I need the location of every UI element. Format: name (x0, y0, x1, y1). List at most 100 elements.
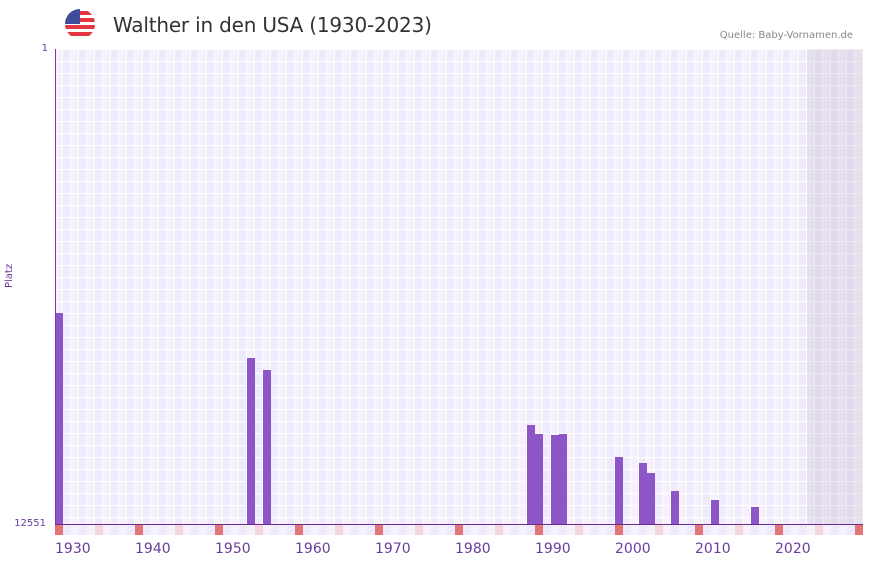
grid-cell (463, 386, 470, 397)
grid-cell (95, 242, 102, 253)
grid-cell (583, 446, 590, 457)
grid-cell (295, 482, 302, 493)
grid-cell (663, 506, 670, 517)
grid-cell (255, 482, 262, 493)
grid-cell (831, 110, 838, 121)
grid-cell (711, 62, 718, 73)
grid-cell (719, 326, 726, 337)
bar-1954[interactable] (247, 357, 255, 524)
grid-cell (287, 470, 294, 481)
year-marker (327, 525, 335, 535)
grid-cell (375, 386, 382, 397)
bar-1989[interactable] (527, 424, 535, 524)
grid-cell (743, 458, 750, 469)
grid-cell (239, 398, 246, 409)
grid-cell (815, 338, 822, 349)
grid-cell (303, 434, 310, 445)
grid-cell (295, 350, 302, 361)
grid-cell (839, 494, 846, 505)
grid-cell (95, 434, 102, 445)
grid-cell (191, 170, 198, 181)
grid-cell (711, 410, 718, 421)
bar-1930[interactable] (55, 312, 63, 524)
grid-cell (375, 362, 382, 373)
grid-column (719, 49, 727, 524)
grid-cell (279, 134, 286, 145)
grid-cell (655, 410, 662, 421)
grid-cell (415, 110, 422, 121)
grid-cell (623, 134, 630, 145)
grid-cell (575, 50, 582, 61)
grid-cell (591, 158, 598, 169)
grid-cell (399, 62, 406, 73)
grid-cell (247, 218, 254, 229)
grid-cell (343, 278, 350, 289)
grid-cell (735, 470, 742, 481)
grid-cell (103, 518, 110, 524)
grid-cell (159, 458, 166, 469)
bar-2007[interactable] (671, 490, 679, 524)
grid-cell (527, 170, 534, 181)
grid-cell (79, 410, 86, 421)
bar-2003[interactable] (639, 462, 647, 524)
grid-cell (479, 446, 486, 457)
grid-cell (687, 86, 694, 97)
grid-cell (639, 422, 646, 433)
grid-cell (799, 434, 806, 445)
grid-cell (359, 170, 366, 181)
grid-cell (175, 362, 182, 373)
bar-1992[interactable] (551, 434, 559, 524)
grid-cell (511, 482, 518, 493)
grid-cell (495, 446, 502, 457)
grid-cell (71, 458, 78, 469)
grid-cell (663, 110, 670, 121)
grid-cell (287, 50, 294, 61)
grid-cell (567, 290, 574, 301)
grid-cell (447, 266, 454, 277)
bar-1956[interactable] (263, 369, 271, 524)
grid-cell (287, 458, 294, 469)
grid-cell (375, 98, 382, 109)
bar-1993[interactable] (559, 433, 567, 524)
grid-cell (839, 170, 846, 181)
grid-cell (255, 302, 262, 313)
grid-cell (727, 230, 734, 241)
grid-cell (327, 518, 334, 524)
grid-cell (55, 194, 62, 205)
grid-cell (799, 314, 806, 325)
bar-1990[interactable] (535, 433, 543, 524)
grid-cell (191, 338, 198, 349)
grid-cell (735, 458, 742, 469)
grid-cell (191, 74, 198, 85)
grid-cell (319, 74, 326, 85)
grid-column (279, 49, 287, 524)
grid-cell (831, 98, 838, 109)
grid-cell (535, 338, 542, 349)
grid-cell (87, 206, 94, 217)
grid-cell (111, 518, 118, 524)
grid-cell (759, 398, 766, 409)
grid-cell (431, 410, 438, 421)
grid-cell (407, 194, 414, 205)
bar-2004[interactable] (647, 472, 655, 524)
y-axis-line (55, 49, 56, 525)
grid-cell (287, 350, 294, 361)
grid-cell (215, 206, 222, 217)
bar-2017[interactable] (751, 506, 759, 524)
grid-cell (271, 290, 278, 301)
grid-cell (183, 74, 190, 85)
grid-cell (463, 362, 470, 373)
bar-2000[interactable] (615, 456, 623, 524)
grid-cell (671, 314, 678, 325)
grid-cell (463, 434, 470, 445)
bar-2012[interactable] (711, 499, 719, 524)
grid-cell (119, 230, 126, 241)
grid-cell (703, 194, 710, 205)
grid-cell (351, 254, 358, 265)
grid-cell (511, 254, 518, 265)
grid-cell (847, 266, 854, 277)
grid-cell (175, 266, 182, 277)
grid-cell (167, 494, 174, 505)
grid-cell (599, 218, 606, 229)
grid-cell (383, 74, 390, 85)
